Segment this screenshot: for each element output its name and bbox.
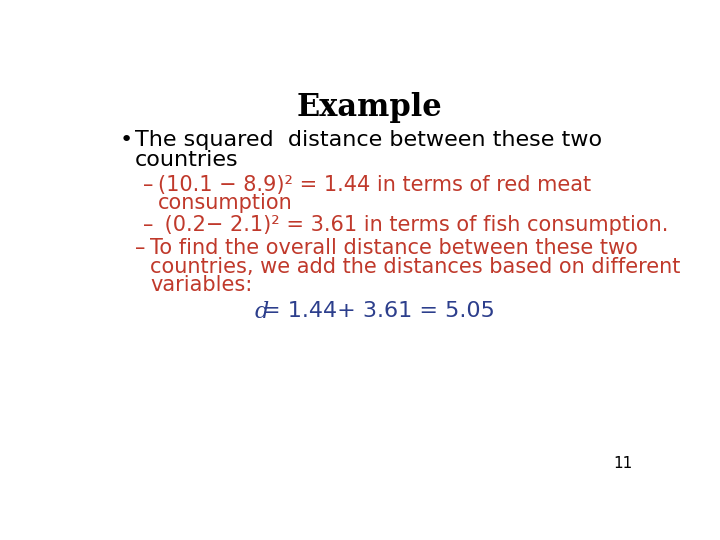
Text: –: – — [135, 238, 145, 258]
Text: –: – — [143, 215, 153, 235]
Text: = 1.44+ 3.61 = 5.05: = 1.44+ 3.61 = 5.05 — [262, 301, 495, 321]
Text: Example: Example — [296, 92, 442, 123]
Text: •: • — [120, 130, 132, 150]
Text: The squared  distance between these two: The squared distance between these two — [135, 130, 602, 150]
Text: To find the overall distance between these two: To find the overall distance between the… — [150, 238, 639, 258]
Text: countries, we add the distances based on different: countries, we add the distances based on… — [150, 256, 681, 276]
Text: consumption: consumption — [158, 193, 293, 213]
Text: variables:: variables: — [150, 275, 253, 295]
Text: –: – — [143, 175, 153, 195]
Text: (0.2− 2.1)² = 3.61 in terms of fish consumption.: (0.2− 2.1)² = 3.61 in terms of fish cons… — [158, 215, 669, 235]
Text: countries: countries — [135, 150, 238, 170]
Text: (10.1 − 8.9)² = 1.44 in terms of red meat: (10.1 − 8.9)² = 1.44 in terms of red mea… — [158, 175, 591, 195]
Text: 11: 11 — [613, 456, 632, 471]
Text: d: d — [254, 301, 269, 323]
